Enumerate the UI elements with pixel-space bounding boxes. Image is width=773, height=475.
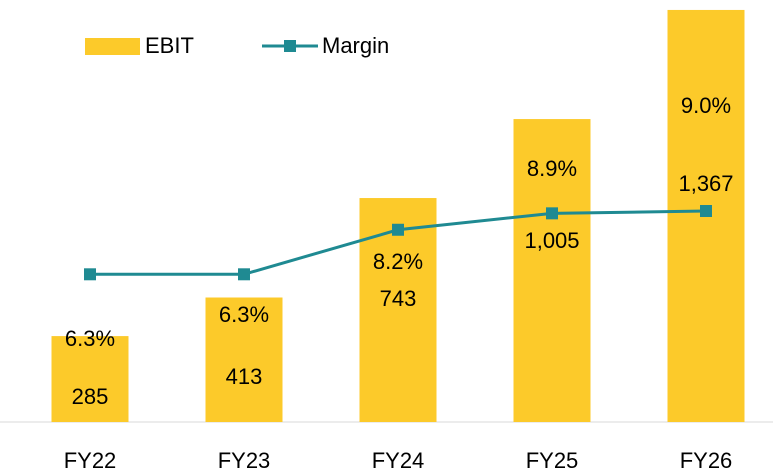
value-label: 8.2% <box>373 249 423 274</box>
x-tick-label: FY22 <box>64 448 117 473</box>
legend-marker <box>284 40 296 52</box>
line-marker <box>238 268 250 281</box>
bar <box>513 119 591 423</box>
value-label: 413 <box>226 364 263 389</box>
line-marker <box>700 205 712 217</box>
value-label: 8.9% <box>527 156 577 181</box>
x-tick-label: FY24 <box>372 448 425 473</box>
bar <box>205 297 283 422</box>
value-label: 9.0% <box>681 93 731 118</box>
value-label: 1,367 <box>678 171 733 196</box>
value-label: 1,005 <box>524 228 579 253</box>
legend-label: EBIT <box>145 33 194 58</box>
line-marker <box>546 207 558 220</box>
x-tick-label: FY23 <box>218 448 271 473</box>
value-label: 6.3% <box>65 326 115 351</box>
value-label: 285 <box>72 384 109 409</box>
line-marker <box>84 268 96 281</box>
x-tick-label: FY25 <box>526 448 579 473</box>
legend-label: Margin <box>322 33 389 58</box>
line-marker <box>392 223 404 236</box>
bar <box>51 336 129 422</box>
legend-swatch <box>85 38 140 55</box>
x-tick-label: FY26 <box>680 448 733 473</box>
value-label: 6.3% <box>219 302 269 327</box>
value-label: 743 <box>380 286 417 311</box>
